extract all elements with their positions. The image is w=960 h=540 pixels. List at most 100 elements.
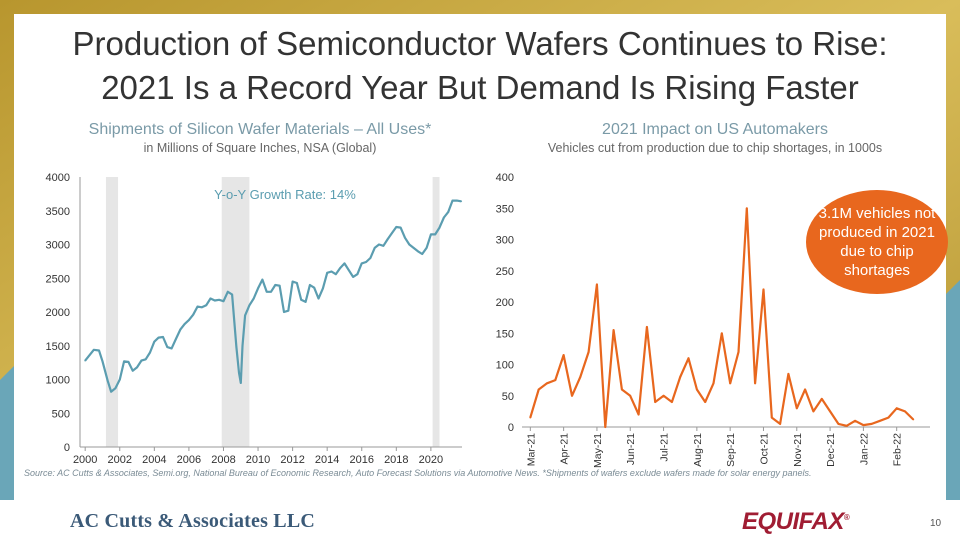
data-point [562, 354, 565, 357]
data-point [451, 199, 454, 202]
y-tick-label: 150 [496, 328, 514, 340]
data-point [460, 200, 463, 203]
title-line-2: 2021 Is a Record Year But Demand Is Risi… [101, 69, 859, 106]
data-point [321, 287, 324, 290]
data-point [729, 382, 732, 385]
data-point [365, 261, 367, 263]
data-point [98, 349, 100, 352]
data-point [829, 410, 831, 413]
data-point [670, 401, 673, 403]
title-line-1: Production of Semiconductor Wafers Conti… [72, 25, 888, 62]
x-tick-label: 2010 [246, 454, 270, 465]
y-tick-label: 50 [502, 391, 514, 403]
data-point [239, 381, 242, 384]
data-point [241, 344, 244, 347]
data-point [529, 416, 532, 419]
data-point [140, 359, 143, 362]
x-tick-label: Sep-21 [725, 433, 737, 467]
data-point [895, 407, 898, 410]
data-point [123, 360, 125, 363]
x-tick-label: Aug-21 [692, 433, 704, 467]
data-point [820, 397, 823, 400]
data-point [330, 270, 333, 273]
data-point [404, 236, 406, 239]
brand-logo: AC Cutts & Associates LLC [70, 510, 315, 532]
data-point [391, 232, 393, 234]
data-point [347, 269, 350, 272]
recession-band [221, 177, 250, 447]
y-tick-label: 350 [496, 203, 514, 215]
x-tick-label: Jan-22 [858, 433, 870, 465]
data-point [144, 358, 147, 361]
data-point [308, 284, 311, 286]
data-point [257, 287, 259, 290]
data-point [244, 314, 246, 317]
data-point [854, 419, 856, 422]
data-point [170, 347, 173, 350]
x-tick-label: 2008 [211, 454, 235, 465]
x-tick-label: 2018 [384, 454, 408, 465]
y-tick-label: 300 [496, 235, 514, 247]
data-point [304, 300, 307, 303]
data-point [222, 300, 225, 303]
y-tick-label: 1000 [46, 375, 70, 387]
data-point [296, 282, 298, 284]
x-tick-label: Jun-21 [625, 433, 637, 465]
data-point [770, 416, 773, 419]
x-tick-label: Jul-21 [659, 433, 671, 462]
data-point [291, 280, 294, 283]
data-point [114, 387, 117, 390]
data-point [579, 376, 582, 378]
data-point [205, 304, 208, 307]
data-point [179, 328, 182, 331]
data-point [270, 290, 272, 293]
x-tick-label: Nov-21 [792, 433, 804, 467]
data-point [434, 233, 437, 236]
data-point [274, 284, 277, 286]
data-point [334, 273, 337, 276]
slide-title: Production of Semiconductor Wafers Conti… [0, 22, 960, 110]
data-point [238, 371, 240, 374]
data-point [261, 278, 264, 281]
y-tick-label: 3000 [46, 240, 70, 252]
data-point [596, 283, 598, 286]
data-point [356, 273, 359, 276]
right-chart-subtitle: Vehicles cut from production due to chip… [547, 141, 883, 155]
auto-impact-chart: 0 50 100 150 200 250 300 350 400 Mar-21 Apr-21 May-… [496, 172, 930, 468]
data-point [265, 290, 268, 293]
data-point [417, 250, 419, 253]
y-tick-label: 2500 [46, 273, 70, 285]
data-point [378, 243, 380, 246]
data-point [862, 424, 865, 427]
data-point [745, 207, 748, 210]
recession-band [432, 177, 440, 447]
data-point [546, 382, 548, 385]
left-chart-title: Shipments of Silicon Wafer Materials – A… [88, 121, 432, 138]
data-point [837, 422, 840, 425]
data-point [429, 233, 432, 236]
x-tick-label: Mar-21 [525, 433, 537, 466]
data-point [737, 351, 740, 353]
equifax-logo: EQUIFAX® [742, 508, 850, 535]
data-point [779, 422, 782, 425]
y-tick-label: 1500 [46, 341, 70, 353]
data-point [421, 253, 424, 255]
y-tick-label: 2000 [46, 307, 70, 319]
data-point [287, 309, 290, 312]
data-point [183, 323, 186, 326]
data-point [695, 388, 698, 391]
data-point [166, 346, 169, 348]
data-point [912, 418, 915, 421]
series-line-shipments [84, 199, 462, 393]
data-point [149, 351, 151, 354]
data-point [209, 297, 212, 300]
data-point [118, 378, 121, 381]
data-point [162, 336, 164, 338]
data-point [213, 299, 216, 302]
data-point [704, 401, 707, 403]
data-point [92, 348, 95, 351]
data-point [412, 246, 415, 249]
data-point [904, 410, 906, 413]
data-point [720, 332, 723, 335]
data-point [153, 340, 156, 343]
